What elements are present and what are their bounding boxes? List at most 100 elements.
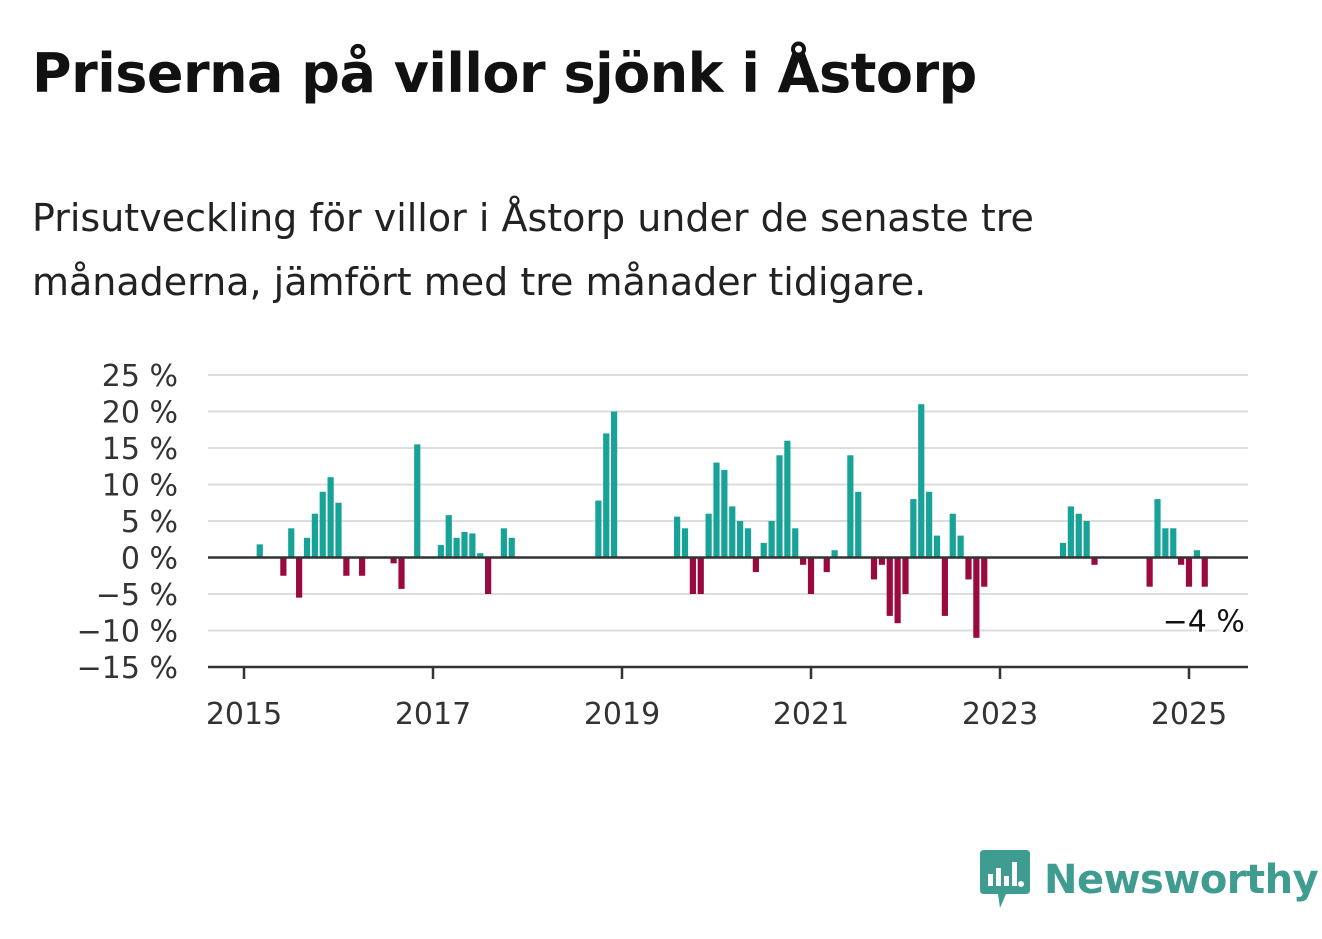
bar <box>744 528 752 558</box>
bar <box>681 528 689 558</box>
bar <box>280 557 287 576</box>
bar <box>1146 557 1153 587</box>
bar <box>311 513 318 558</box>
bar <box>697 557 704 594</box>
bar <box>933 535 941 558</box>
bar <box>469 533 476 558</box>
bar <box>595 500 602 558</box>
bar <box>1154 499 1161 558</box>
bar <box>768 521 775 558</box>
bar <box>902 557 909 594</box>
bar <box>713 462 720 558</box>
bar <box>855 491 862 558</box>
y-tick-label: 25 % <box>102 359 178 394</box>
bar <box>823 557 830 573</box>
y-tick-label: 5 % <box>121 505 178 540</box>
bar <box>941 557 948 616</box>
bar <box>437 545 444 558</box>
bar <box>981 557 988 587</box>
bar <box>611 411 618 558</box>
bar <box>414 444 421 558</box>
axes <box>208 556 1248 669</box>
bar <box>737 521 744 558</box>
bar <box>807 557 815 594</box>
bar <box>1162 528 1169 558</box>
bar <box>390 557 397 564</box>
bar <box>689 557 696 594</box>
bar <box>453 537 460 558</box>
x-tick-label: 2021 <box>773 697 849 732</box>
y-tick-label: −5 % <box>96 578 178 613</box>
bar <box>398 557 405 589</box>
bar <box>461 531 468 558</box>
bar <box>729 506 736 558</box>
bar <box>1067 506 1074 558</box>
bar <box>1178 557 1185 565</box>
bar <box>288 528 295 558</box>
x-tick-label: 2017 <box>395 697 471 732</box>
bar <box>926 491 933 558</box>
y-tick-label: 15 % <box>102 432 178 467</box>
y-tick-label: 20 % <box>102 396 178 431</box>
bar <box>878 557 885 565</box>
brand-name: Newsworthy <box>1044 857 1319 903</box>
y-tick-label: −15 % <box>77 651 178 686</box>
y-tick-label: 10 % <box>102 469 178 504</box>
bar <box>256 544 263 558</box>
bars <box>256 404 1208 638</box>
bar <box>957 535 964 558</box>
bar <box>603 433 610 558</box>
brand-logo: Newsworthy <box>980 848 1319 912</box>
bar <box>445 515 452 558</box>
bar <box>918 404 925 558</box>
y-tick-label: −10 % <box>77 615 178 650</box>
bar <box>973 557 980 638</box>
bar <box>1091 557 1098 565</box>
bar <box>485 557 492 594</box>
bar <box>359 557 366 576</box>
chart-title: Priserna på villor sjönk i Åstorp <box>32 42 977 105</box>
bar <box>1170 528 1177 558</box>
bar <box>894 557 901 624</box>
bar <box>1193 550 1200 558</box>
bar <box>500 528 507 558</box>
bar <box>335 502 342 558</box>
x-tick-label: 2025 <box>1151 697 1227 732</box>
bar <box>319 491 326 558</box>
bar <box>674 516 681 558</box>
bar <box>327 477 334 558</box>
grid-lines <box>208 374 1248 632</box>
bar <box>303 537 311 558</box>
x-tick-label: 2023 <box>962 697 1038 732</box>
bar <box>705 513 712 558</box>
bar <box>343 557 350 576</box>
bar <box>949 513 956 558</box>
bar <box>965 557 972 580</box>
bar <box>1083 521 1090 558</box>
bar <box>752 557 759 573</box>
bar <box>477 553 484 558</box>
bar <box>760 542 767 558</box>
bar <box>508 537 515 558</box>
x-axis-ticks: 2015 2017 2019 2021 2023 2025 <box>206 667 1227 732</box>
bar <box>800 557 807 565</box>
bar <box>847 455 854 558</box>
bar <box>870 557 878 580</box>
annotations: −4 % <box>1160 602 1248 643</box>
chart-subtitle: Prisutveckling för villor i Åstorp under… <box>32 196 1034 304</box>
bar <box>721 469 728 558</box>
bar <box>776 455 783 558</box>
price-change-bar-chart: 25 %20 %15 %10 %5 %0 %−5 %−10 %−15 % 201… <box>77 359 1248 732</box>
bar <box>1075 513 1082 558</box>
bar <box>1185 557 1193 587</box>
y-tick-label: 0 % <box>121 542 178 577</box>
newsworthy-logo-icon <box>980 850 1030 908</box>
x-tick-label: 2015 <box>206 697 282 732</box>
bar <box>1201 557 1208 587</box>
bar <box>886 557 893 616</box>
x-tick-label: 2019 <box>584 697 660 732</box>
bar <box>910 499 917 558</box>
bar <box>1059 542 1067 558</box>
last-value-annotation: −4 % <box>1163 605 1245 640</box>
y-axis-tick-labels: 25 %20 %15 %10 %5 %0 %−5 %−10 %−15 % <box>77 359 178 686</box>
